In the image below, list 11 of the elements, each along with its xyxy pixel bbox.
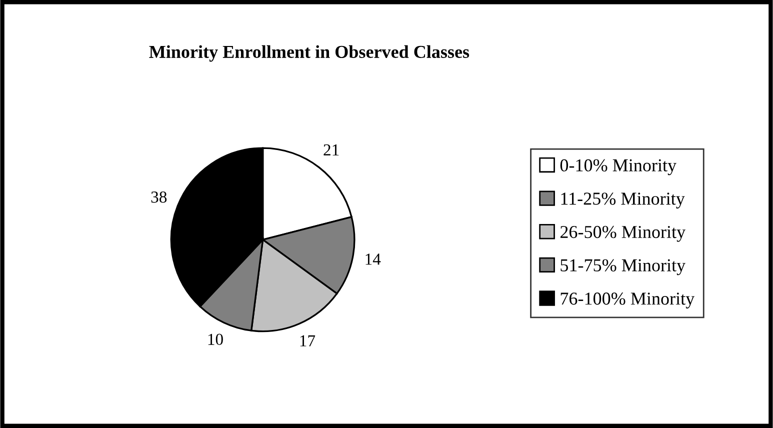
data-label: 17	[300, 335, 316, 346]
data-label: 10	[208, 334, 223, 345]
legend-label: 26-50% Minority	[560, 226, 686, 242]
legend-label: 0-10% Minority	[560, 159, 676, 176]
legend-label: 76-100% Minority	[560, 292, 695, 308]
legend-label: 51-75% Minority	[560, 259, 686, 276]
chart-title: Minority Enrollment in Observed Classes	[149, 45, 470, 62]
legend-label: 11-25% Minority	[561, 192, 685, 208]
data-label: 14	[366, 254, 381, 265]
data-label: 21	[324, 144, 339, 156]
data-label: 38	[151, 191, 167, 203]
